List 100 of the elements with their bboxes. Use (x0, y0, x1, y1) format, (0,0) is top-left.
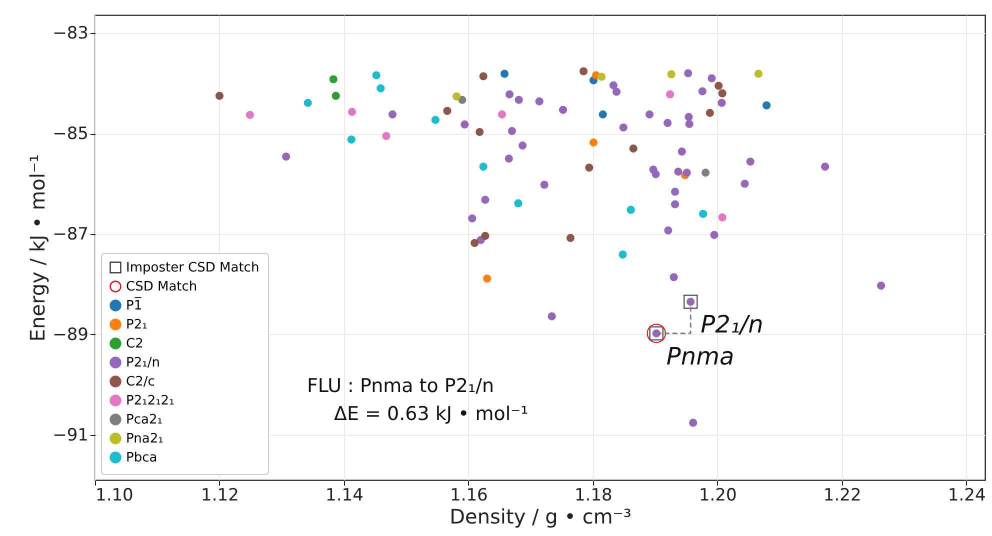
point (689, 418, 698, 427)
point (618, 250, 627, 259)
point (740, 180, 749, 188)
point (626, 206, 635, 214)
point (580, 67, 588, 76)
point (684, 69, 692, 78)
point (671, 200, 680, 208)
point (718, 89, 726, 98)
point (674, 168, 682, 176)
x-tick-label: 1.24 (948, 486, 986, 506)
legend-label: Imposter CSD Match (126, 260, 260, 276)
point (372, 71, 380, 80)
point (548, 312, 556, 320)
point (468, 214, 476, 222)
point (481, 196, 490, 204)
point (479, 162, 488, 171)
annotation: Pnma (666, 342, 734, 370)
point (754, 70, 762, 78)
legend-label: P2₁2₁2₁ (126, 394, 174, 408)
x-tick-label: 1.16 (450, 486, 488, 506)
y-tick-label: −91 (52, 425, 88, 446)
point (609, 81, 618, 90)
legend-label: Pca2₁ (126, 412, 162, 428)
point (619, 123, 628, 132)
point (540, 180, 548, 189)
point (498, 110, 506, 118)
point (718, 98, 726, 107)
point (215, 92, 224, 100)
point (452, 92, 461, 100)
x-tick-label: 1.22 (823, 486, 862, 506)
y-tick-label: −89 (52, 324, 88, 345)
legend-label: P2₁/n (126, 356, 160, 370)
point (246, 110, 254, 119)
point (470, 238, 479, 248)
y-axis-title: Energy / kJ • mol⁻¹ (26, 154, 50, 342)
point (762, 101, 771, 110)
point (304, 98, 312, 107)
point (535, 97, 544, 106)
point (698, 87, 706, 96)
point (508, 126, 516, 136)
point (483, 274, 492, 283)
point (500, 70, 509, 78)
point (710, 230, 718, 239)
x-tick-label: 1.18 (574, 486, 612, 506)
point (460, 120, 469, 128)
point (746, 158, 754, 166)
point (708, 74, 716, 82)
point (585, 164, 594, 172)
point (382, 132, 390, 140)
point (558, 106, 568, 114)
point (443, 106, 452, 115)
point (652, 170, 660, 178)
x-tick-label: 1.12 (201, 486, 239, 506)
point (666, 90, 674, 98)
point (670, 273, 678, 282)
point (329, 75, 338, 84)
x-axis-title: Density / g • cm⁻³ (450, 504, 632, 528)
point (598, 72, 606, 81)
point (566, 234, 575, 242)
y-tick-label: −87 (52, 224, 88, 244)
legend-label: C2/c (126, 374, 155, 390)
point (706, 108, 714, 117)
point (684, 294, 698, 309)
point (431, 116, 440, 124)
annotation: ΔE = 0.63 kJ • mol⁻¹ (334, 403, 528, 425)
point (646, 110, 654, 118)
x-tick-label: 1.10 (96, 486, 134, 506)
point (505, 90, 514, 98)
point (518, 142, 527, 150)
point (332, 92, 340, 100)
point (589, 138, 598, 147)
legend-label: Pbca (126, 450, 158, 466)
point (702, 168, 710, 177)
point (514, 96, 523, 104)
point (348, 108, 356, 116)
point (664, 118, 672, 127)
point (612, 88, 621, 96)
annotation: FLU : Pnma to P2₁/n (307, 375, 494, 397)
y-tick-label: −85 (52, 124, 88, 144)
point (458, 96, 466, 104)
annotation: P2₁/n (700, 310, 764, 339)
legend-label: C2 (126, 336, 144, 352)
x-tick-label: 1.20 (698, 486, 737, 506)
point (479, 72, 488, 80)
point (671, 188, 680, 196)
point (821, 162, 830, 171)
point (664, 226, 672, 234)
point (629, 144, 638, 153)
point (514, 199, 522, 208)
point (388, 110, 397, 118)
point (476, 128, 484, 136)
point (718, 213, 726, 222)
point (481, 232, 490, 240)
point (678, 148, 686, 156)
legend-label: P1̅ (126, 297, 142, 314)
legend-label: P2₁ (126, 318, 148, 332)
point (282, 152, 290, 161)
point (699, 210, 708, 218)
point (684, 112, 693, 121)
point (685, 120, 694, 128)
